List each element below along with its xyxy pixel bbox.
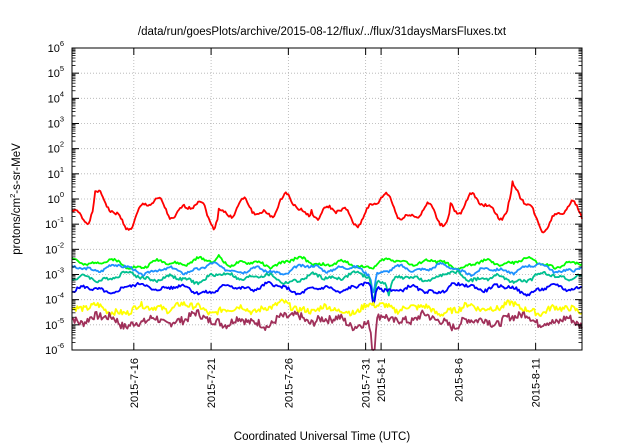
x-tick-label: 2015-8-1: [376, 358, 388, 402]
y-tick-label: 10-2: [45, 240, 64, 256]
y-tick-label: 10-3: [45, 266, 64, 282]
series-line: [71, 280, 582, 306]
y-tick-label: 105: [48, 64, 64, 80]
y-tick-label: 106: [48, 39, 64, 55]
x-tick-labels: 2015-7-16 2015-7-21 2015-7-26 2015-7-31 2015…: [129, 358, 543, 408]
chart-title: /data/run/goesPlots/archive/2015-08-12/f…: [138, 26, 507, 38]
x-axis-label: Coordinated Universal Time (UTC): [234, 431, 411, 443]
y-tick-label: 104: [48, 89, 64, 105]
series-line: [72, 309, 583, 351]
series-line: [71, 261, 583, 294]
y-tick-label: 102: [48, 140, 64, 156]
y-tick-label: 100: [48, 190, 64, 206]
series-line: [71, 180, 583, 234]
x-tick-label: 2015-7-26: [283, 358, 295, 408]
y-tick-label: 103: [48, 115, 64, 131]
x-tick-label: 2015-7-31: [361, 358, 373, 408]
series-line: [71, 298, 583, 317]
y-tick-label: 101: [48, 165, 64, 181]
y-tick-label: 10-6: [45, 341, 64, 357]
axis-ticks: [72, 47, 582, 351]
x-tick-label: 2015-7-16: [129, 358, 141, 408]
y-tick-label: 10-1: [45, 215, 64, 231]
series-line: [71, 270, 583, 303]
series-layer: [71, 180, 583, 351]
y-axis-label: protons/cm2-s-sr-MeV: [8, 143, 23, 255]
y-tick-label: 10-5: [45, 316, 64, 332]
x-tick-label: 2015-7-21: [206, 358, 218, 408]
y-tick-labels: 10-6 10-5 10-4 10-3 10-2 10-1 100 101 102 103 104 1…: [45, 39, 64, 357]
series-line: [71, 254, 583, 271]
x-tick-label: 2015-8-6: [453, 358, 465, 402]
x-tick-label: 2015-8-11: [531, 358, 543, 407]
y-tick-label: 10-4: [45, 291, 64, 307]
